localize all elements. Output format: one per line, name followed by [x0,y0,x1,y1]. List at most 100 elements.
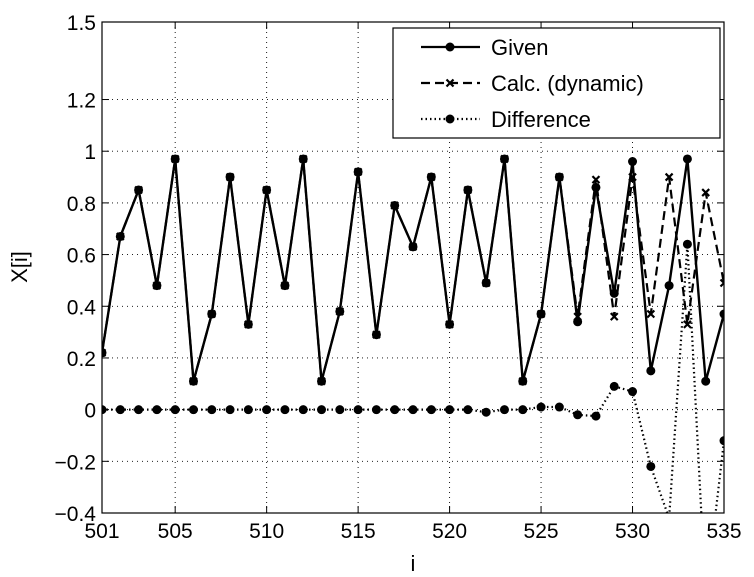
data-point [353,405,363,415]
legend-marker [445,78,455,88]
data-point [445,319,455,329]
y-tick-label: 1.5 [67,12,96,35]
x-tick-label: 515 [341,520,376,543]
legend-label: Given [491,35,548,60]
y-tick-label: 0 [84,400,96,423]
series-given [102,154,724,386]
marker-stroke [719,278,724,285]
data-point [134,185,144,195]
data-point [518,405,528,415]
data-point [664,281,674,291]
data-point [499,154,509,164]
data-point [591,182,601,192]
data-point [102,348,107,358]
y-tick-label: 1.2 [67,90,96,113]
ticks [101,21,725,514]
data-point [573,317,583,327]
marker-stroke [445,78,455,88]
data-point [554,402,564,412]
marker-stroke [646,309,656,319]
data-point [408,405,418,415]
data-point [646,461,656,471]
data-point [701,376,711,386]
data-point [188,405,198,415]
data-point [353,167,363,177]
y-tick-label: 0.8 [67,193,96,216]
data-point [536,402,546,412]
x-axis-label: i [411,551,416,576]
data-point [243,405,253,415]
y-axis-label: X[i] [7,251,32,283]
x-tick-label: 535 [706,520,741,543]
data-point [628,157,638,167]
data-point [536,309,546,319]
y-tick-label: −0.2 [55,451,96,474]
marker-stroke [683,320,692,329]
data-point [298,405,308,415]
data-point [463,185,473,195]
data-point [682,154,692,164]
legend-label: Difference [491,107,591,132]
data-point [518,376,528,386]
data-point [262,185,272,195]
data-point [445,405,455,415]
data-point [170,154,180,164]
y-tick-label: 0.4 [67,296,97,319]
marker-stroke [591,175,601,184]
data-point [499,405,509,415]
plot-frame [101,21,725,514]
data-point [298,154,308,164]
data-point [170,405,180,415]
data-point [481,278,491,288]
x-tick-label: 510 [249,520,284,543]
data-point [481,407,491,417]
marker-stroke [719,281,724,288]
data-point [134,405,144,415]
legend-marker [445,42,455,52]
data-point [646,366,656,376]
data-point [554,172,564,182]
data-point [609,288,619,298]
data-point [628,387,638,397]
data-point [591,175,601,184]
series-layer [102,154,724,513]
data-point [371,405,381,415]
x-tick-label: 530 [615,520,650,543]
data-point [188,376,198,386]
data-point [152,405,162,415]
data-point [262,405,272,415]
data-point [609,381,619,391]
data-point [463,405,473,415]
data-point [371,330,381,340]
data-point [719,436,724,446]
data-point [390,200,400,210]
data-point [682,239,692,249]
legend-label: Calc. (dynamic) [491,71,644,96]
legend-item-difference: Difference [421,107,591,132]
legend-item-calc-dynamic: Calc. (dynamic) [421,71,644,96]
data-point [426,405,436,415]
data-point [408,242,418,252]
legend: Given Calc. (dynamic) Difference [392,27,721,139]
data-point [390,405,400,415]
y-tick-label: 0.2 [67,348,96,371]
tick-labels: −0.4 −0.2 0 0.2 0.4 0.6 0.8 1 1.2 1.5 501 505 510 515… [55,12,742,543]
data-point [115,405,125,415]
data-point [225,172,235,182]
data-point [335,405,345,415]
data-point [280,281,290,291]
data-point [280,405,290,415]
marker-stroke [701,188,710,197]
data-point [152,281,162,291]
data-point [609,312,619,321]
data-point [225,405,235,415]
data-point [317,376,327,386]
data-point [115,231,125,241]
x-tick-label: 501 [84,520,119,543]
data-point [426,172,436,182]
x-tick-label: 525 [524,520,559,543]
data-point [646,309,656,319]
data-point [573,410,583,420]
data-point [683,320,692,329]
